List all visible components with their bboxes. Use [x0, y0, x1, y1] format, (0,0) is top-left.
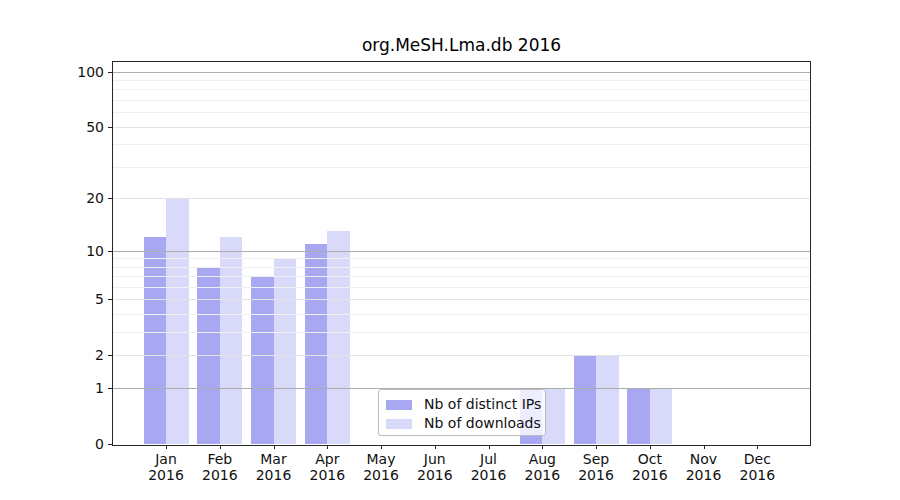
y-tick-label-5: 5	[40, 290, 104, 308]
y-tick-20	[108, 198, 112, 199]
legend-swatch-distinct-ips	[386, 400, 412, 410]
x-tick-apr	[327, 445, 328, 449]
y-tick-1	[108, 388, 112, 389]
y-tick-100	[108, 72, 112, 73]
gridline-100	[113, 72, 810, 73]
y-tick-label-100: 100	[40, 63, 104, 81]
gridline-70	[113, 100, 810, 101]
x-tick-may	[381, 445, 382, 449]
legend-swatch-downloads	[386, 419, 412, 429]
gridline-90	[113, 80, 810, 81]
gridline-2	[113, 355, 810, 356]
y-tick-label-1: 1	[40, 379, 104, 397]
gridline-7	[113, 276, 810, 277]
x-tick-jun	[435, 445, 436, 449]
gridline-4	[113, 314, 810, 315]
legend-row-distinct-ips: Nb of distinct IPs	[386, 395, 545, 414]
x-tick-nov	[704, 445, 705, 449]
y-tick-label-0: 0	[40, 435, 104, 453]
y-tick-label-10: 10	[40, 242, 104, 260]
gridline-6	[113, 287, 810, 288]
x-tick-mar	[274, 445, 275, 449]
x-tick-oct	[650, 445, 651, 449]
gridline-60	[113, 112, 810, 113]
gridline-50	[113, 127, 810, 128]
legend-label-downloads: Nb of downloads	[424, 415, 541, 432]
plot-area	[113, 62, 810, 444]
y-tick-50	[108, 127, 112, 128]
gridline-30	[113, 167, 810, 168]
grid-layer	[113, 62, 810, 444]
x-tick-jul	[489, 445, 490, 449]
gridline-8	[113, 267, 810, 268]
x-tick-feb	[220, 445, 221, 449]
legend-row-downloads: Nb of downloads	[386, 414, 545, 433]
gridline-3	[113, 332, 810, 333]
x-tick-jan	[166, 445, 167, 449]
x-tick-sep	[596, 445, 597, 449]
y-tick-10	[108, 251, 112, 252]
x-tick-aug	[542, 445, 543, 449]
y-tick-2	[108, 355, 112, 356]
gridline-5	[113, 299, 810, 300]
y-tick-0	[108, 444, 112, 445]
legend-label-distinct-ips: Nb of distinct IPs	[424, 396, 541, 413]
legend: Nb of distinct IPs Nb of downloads	[378, 389, 546, 436]
y-tick-label-50: 50	[40, 118, 104, 136]
x-tick-dec	[757, 445, 758, 449]
gridline-10	[113, 251, 810, 252]
figure: org.MeSH.Lma.db 2016 1005020105210 Jan20…	[0, 0, 900, 500]
gridline-20	[113, 198, 810, 199]
gridline-9	[113, 258, 810, 259]
y-tick-label-2: 2	[40, 346, 104, 364]
gridline-40	[113, 144, 810, 145]
y-tick-5	[108, 299, 112, 300]
gridline-80	[113, 89, 810, 90]
x-label-dec: Dec2016	[725, 451, 789, 483]
y-tick-label-20: 20	[40, 189, 104, 207]
chart-title: org.MeSH.Lma.db 2016	[113, 35, 810, 55]
